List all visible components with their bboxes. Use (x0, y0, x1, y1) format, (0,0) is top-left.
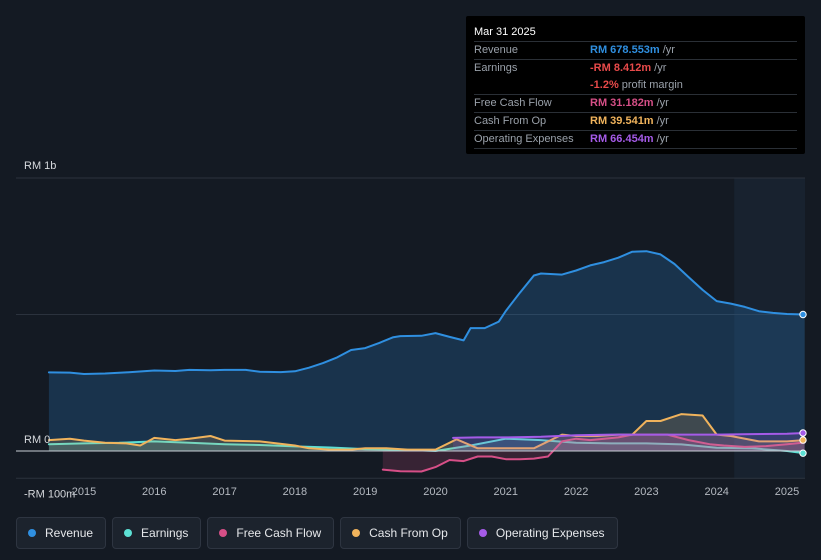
legend-item-cash-from-op[interactable]: Cash From Op (340, 517, 461, 549)
tooltip-row-revenue: Revenue RM 678.553m /yr (474, 41, 797, 59)
tooltip-label: Earnings (474, 62, 518, 74)
series-line-revenue (47, 250, 806, 375)
legend-label-revenue: Revenue (45, 526, 94, 540)
tooltip-unit: /yr (656, 97, 669, 109)
x-tick-label: 2016 (142, 486, 166, 498)
tooltip-date: Mar 31 2025 (474, 26, 536, 38)
tooltip-row-cfo: Cash From Op RM 39.541m /yr (474, 112, 797, 130)
y-tick-label: RM 1b (24, 160, 56, 172)
series-end-dot-operating-expenses (799, 429, 807, 437)
tooltip-label: Operating Expenses (474, 133, 574, 145)
series-area-earnings (48, 438, 805, 454)
tooltip-value-cfo: RM 39.541m (590, 115, 654, 127)
legend: Revenue Earnings Free Cash Flow Cash Fro… (16, 517, 624, 549)
series-end-dot-earnings (799, 449, 807, 457)
x-tick-label: 2024 (704, 486, 728, 498)
x-tick-label: 2021 (494, 486, 518, 498)
tooltip-row-fcf: Free Cash Flow RM 31.182m /yr (474, 94, 797, 112)
x-tick-label: 2015 (72, 486, 96, 498)
legend-label-earnings: Earnings (141, 526, 189, 540)
y-tick-label: RM 0 (24, 434, 50, 446)
legend-label-cash-from-op: Cash From Op (369, 526, 448, 540)
tooltip-label: Free Cash Flow (474, 97, 552, 109)
x-tick-label: 2020 (423, 486, 447, 498)
series-end-dot-revenue (799, 310, 807, 319)
tooltip-unit: /yr (656, 133, 669, 145)
cash-from-op-dot-icon (352, 529, 361, 537)
series-line-free-cash-flow (381, 433, 806, 473)
series-layer (47, 250, 806, 473)
earnings-dot-icon (124, 529, 133, 537)
x-tick-label: 2019 (353, 486, 377, 498)
tooltip-value-earnings: -RM 8.412m (590, 62, 652, 74)
x-tick-label: 2018 (283, 486, 307, 498)
x-axis-labels: 2015 2016 2017 2018 2019 2020 2021 2022 2023 2024… (72, 486, 799, 498)
tooltip-label: Cash From Op (474, 115, 547, 127)
free-cash-flow-dot-icon (219, 529, 228, 537)
tooltip-value-revenue: RM 678.553m (590, 44, 660, 56)
y-axis-labels: RM 1b RM 0 -RM 100m (24, 160, 75, 500)
tooltip-value-opex: RM 66.454m (590, 133, 654, 145)
tooltip-row-earnings: Earnings -RM 8.412m /yr (474, 59, 797, 77)
series-area-free-cash-flow (382, 434, 805, 472)
legend-item-operating-expenses[interactable]: Operating Expenses (466, 517, 618, 549)
gridlines (16, 177, 805, 479)
tooltip-unit: /yr (654, 62, 667, 74)
tooltip-value-margin: -1.2% (590, 79, 619, 91)
series-area-revenue (48, 251, 805, 451)
operating-expenses-dot-icon (478, 529, 487, 537)
legend-label-free-cash-flow: Free Cash Flow (236, 526, 322, 540)
legend-item-free-cash-flow[interactable]: Free Cash Flow (207, 517, 335, 549)
x-tick-label: 2025 (775, 486, 799, 498)
tooltip-label: Revenue (474, 44, 519, 56)
forecast-highlight (734, 178, 805, 479)
tooltip-margin-text: profit margin (621, 79, 683, 91)
series-end-dots (799, 310, 807, 457)
tooltip-row-margin: -1.2% profit margin (474, 77, 797, 94)
legend-label-operating-expenses: Operating Expenses (495, 526, 605, 540)
series-line-operating-expenses (452, 432, 806, 439)
x-tick-label: 2017 (212, 486, 236, 498)
tooltip: Mar 31 2025 Revenue RM 678.553m /yr Earn… (466, 16, 805, 154)
tooltip-value-fcf: RM 31.182m (590, 97, 654, 109)
x-tick-label: 2023 (634, 486, 658, 498)
tooltip-unit: /yr (662, 44, 675, 56)
legend-item-earnings[interactable]: Earnings (112, 517, 202, 549)
x-tick-label: 2022 (564, 486, 588, 498)
tooltip-row-opex: Operating Expenses RM 66.454m /yr (474, 130, 797, 148)
legend-item-revenue[interactable]: Revenue (16, 517, 107, 549)
tooltip-unit: /yr (656, 115, 669, 127)
y-tick-label: -RM 100m (24, 488, 75, 500)
revenue-dot-icon (28, 529, 36, 537)
series-line-cash-from-op (47, 413, 806, 451)
series-end-dot-cash-from-op (799, 436, 807, 444)
